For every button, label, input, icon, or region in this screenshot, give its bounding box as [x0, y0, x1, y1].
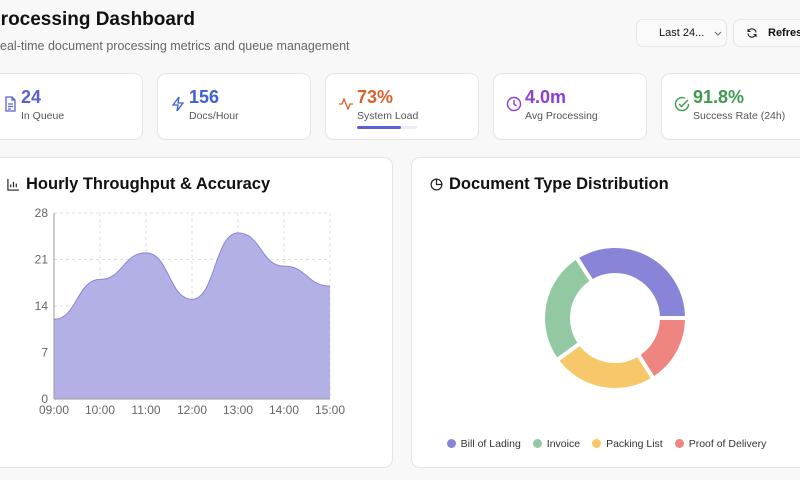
- time-range-value: Last 24...: [659, 27, 705, 39]
- chevron-down-icon: [714, 31, 722, 36]
- distribution-card: Document Type Distribution Bill of Ladin…: [411, 157, 800, 468]
- stat-label: Success Rate (24h): [693, 110, 786, 122]
- legend-dot: [532, 439, 542, 448]
- stat-value: 4.0m: [525, 87, 567, 107]
- throughput-title: Hourly Throughput & Accuracy: [7, 175, 270, 194]
- page-subtitle: Real-time document processing metrics an…: [0, 39, 350, 53]
- stat-card: 156 Docs/Hour: [157, 73, 311, 140]
- stat-value: 73%: [357, 87, 394, 107]
- x-tick-label: 10:00: [85, 403, 115, 417]
- throughput-card: Hourly Throughput & Accuracy 0 7 14 21 28 09:…: [0, 157, 393, 468]
- clock-icon: [506, 96, 522, 112]
- legend-label: Proof of Delivery: [688, 438, 767, 450]
- stat-label: Docs/Hour: [189, 110, 239, 122]
- legend-dot: [674, 439, 684, 448]
- legend-dot: [592, 439, 602, 448]
- pie-chart-icon: [430, 178, 443, 191]
- distribution-chart: [541, 244, 690, 392]
- donut-slice-packing-list[interactable]: [553, 340, 657, 392]
- legend-item[interactable]: Bill of Lading: [446, 438, 521, 450]
- throughput-title-text: Hourly Throughput & Accuracy: [26, 175, 271, 193]
- x-tick-label: 15:00: [315, 403, 345, 417]
- stat-label: Avg Processing: [525, 110, 598, 122]
- check-circle-icon: [674, 96, 690, 112]
- time-range-select[interactable]: Last 24...: [636, 19, 727, 47]
- legend-item[interactable]: Proof of Delivery: [674, 438, 767, 450]
- distribution-title: Document Type Distribution: [430, 175, 669, 194]
- legend-label: Bill of Lading: [460, 438, 521, 450]
- x-tick-label: 14:00: [269, 403, 299, 417]
- legend-label: Invoice: [546, 438, 581, 450]
- file-text-icon: [5, 96, 16, 112]
- legend-dot: [446, 439, 456, 448]
- y-tick-label: 21: [35, 253, 49, 267]
- stat-value: 24: [21, 87, 42, 107]
- stat-value: 91.8%: [693, 87, 745, 107]
- stat-value: 156: [189, 87, 220, 107]
- y-tick-label: 14: [35, 299, 49, 313]
- stat-label: In Queue: [21, 110, 65, 122]
- x-tick-label: 12:00: [177, 403, 207, 417]
- zap-icon: [171, 96, 185, 112]
- y-tick-label: 7: [41, 346, 48, 360]
- throughput-chart: 0 7 14 21 28 09:00 10:00 11:00 12:00 13:00 14:00 15…: [35, 206, 346, 417]
- stat-card: 91.8% Success Rate (24h): [661, 73, 800, 140]
- x-tick-label: 09:00: [39, 403, 69, 417]
- y-tick-label: 0: [41, 392, 48, 406]
- stat-card: 73% System Load: [325, 73, 479, 140]
- refresh-button[interactable]: Refresh: [733, 19, 800, 47]
- stat-card: 4.0m Avg Processing: [493, 73, 647, 140]
- refresh-label: Refresh: [768, 27, 800, 39]
- refresh-icon: [747, 28, 757, 38]
- area-fill: [54, 232, 330, 399]
- legend-item[interactable]: Invoice: [532, 438, 581, 450]
- system-load-progress: [357, 126, 417, 129]
- legend-item[interactable]: Packing List: [592, 438, 663, 450]
- activity-icon: [339, 97, 353, 111]
- area-line: [53, 232, 331, 320]
- donut-slice-bill-of-lading[interactable]: [573, 244, 690, 320]
- x-tick-label: 11:00: [131, 403, 160, 417]
- page-title: Processing Dashboard: [0, 9, 195, 30]
- donut-slice-invoice[interactable]: [541, 254, 595, 364]
- distribution-title-text: Document Type Distribution: [449, 175, 669, 193]
- stat-label: System Load: [357, 110, 419, 122]
- y-tick-label: 28: [35, 206, 49, 220]
- donut-slice-proof-of-delivery[interactable]: [635, 316, 690, 382]
- legend-label: Packing List: [606, 438, 663, 450]
- stat-card: 24 In Queue: [0, 73, 143, 140]
- bar-chart-icon: [7, 178, 20, 191]
- x-tick-label: 13:00: [223, 403, 253, 417]
- chart-legend: Bill of Lading Invoice Packing List Proof o…: [412, 438, 800, 450]
